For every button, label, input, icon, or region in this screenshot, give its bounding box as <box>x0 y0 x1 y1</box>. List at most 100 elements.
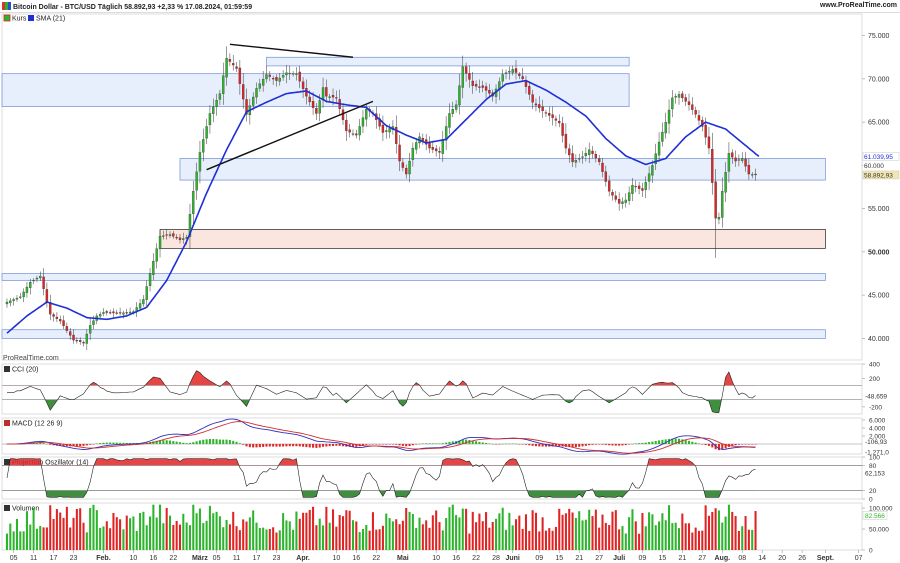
macd-histogram-bar <box>401 444 404 446</box>
volume-bar <box>192 504 195 550</box>
candle-down <box>681 93 684 99</box>
volume-bar <box>49 505 52 550</box>
indicator-tick-label: 200 <box>869 376 880 383</box>
macd-histogram-bar <box>634 443 637 444</box>
macd-histogram-bar <box>5 444 9 445</box>
volume-bar <box>664 520 667 550</box>
candle-down <box>401 162 405 168</box>
x-tick-label: 11 <box>30 555 37 562</box>
candle-up <box>724 172 727 193</box>
volume-bar <box>425 520 428 550</box>
candle-up <box>198 152 202 172</box>
candle-up <box>408 160 411 175</box>
macd-histogram-bar <box>255 444 258 448</box>
indicator-tick-label: -200 <box>869 404 882 411</box>
volume-bar <box>175 520 178 550</box>
macd-histogram-bar <box>524 444 528 445</box>
volume-bar <box>697 530 701 550</box>
volume-bar <box>338 515 341 550</box>
panel-price <box>1 13 863 361</box>
volume-bar <box>734 515 737 550</box>
volume-bar <box>465 508 468 550</box>
x-tick-label: 05 <box>213 555 221 562</box>
volume-bar <box>551 530 554 550</box>
volume-bar <box>571 512 574 550</box>
candle-down <box>175 236 178 239</box>
macd-histogram-bar <box>265 444 268 447</box>
candle-up <box>195 171 198 191</box>
macd-histogram-bar <box>581 444 584 447</box>
indicator-last-value: 62,153 <box>865 470 885 477</box>
candle-down <box>398 144 401 162</box>
candle-up <box>5 301 9 305</box>
candle-up <box>631 185 634 194</box>
candle-up <box>674 96 677 98</box>
volume-bar <box>691 532 694 550</box>
volume-bar <box>461 508 464 550</box>
volume-bar <box>548 528 551 550</box>
macd-histogram-bar <box>571 444 574 448</box>
candle-up <box>142 299 145 305</box>
candle-up <box>29 281 32 288</box>
x-tick-label: 20 <box>778 555 786 562</box>
volume-bar <box>727 504 730 550</box>
indicator-tick-label: 0 <box>869 548 873 555</box>
macd-histogram-bar <box>398 444 401 446</box>
macd-histogram-bar <box>208 439 211 444</box>
volume-bar <box>215 511 218 550</box>
candle-up <box>578 158 581 160</box>
candle-down <box>521 76 524 80</box>
volume-bar <box>624 533 627 550</box>
volume-bar <box>658 521 661 550</box>
indicator-swatch-icon <box>4 505 10 511</box>
x-tick-label: 26 <box>798 555 806 562</box>
macd-histogram-bar <box>162 440 165 444</box>
volume-bar <box>588 509 591 550</box>
volume-bar <box>368 530 371 550</box>
price-tick-label: 45.000 <box>868 293 890 300</box>
candle-down <box>484 86 488 91</box>
sma-line <box>6 79 760 334</box>
candle-up <box>671 97 674 110</box>
volume-bar <box>634 521 637 550</box>
projection-fill-above <box>6 458 756 466</box>
candle-up <box>588 149 591 155</box>
volume-last-value: 82.566 <box>865 513 885 520</box>
volume-bar <box>591 516 594 550</box>
volume-bar <box>445 518 448 550</box>
macd-histogram-bar <box>481 442 484 444</box>
macd-histogram-bar <box>242 444 245 445</box>
volume-bar <box>704 505 707 550</box>
candle-down <box>52 314 55 317</box>
macd-histogram-bar <box>322 444 325 447</box>
volume-bar <box>105 521 108 550</box>
volume-bar <box>149 516 152 550</box>
macd-histogram-bar <box>521 444 524 445</box>
candle-up <box>328 96 331 98</box>
macd-histogram-bar <box>504 443 508 445</box>
panel-cci <box>1 363 863 415</box>
x-tick-label: 08 <box>738 555 746 562</box>
macd-histogram-bar <box>351 444 355 447</box>
macd-histogram-bar <box>182 442 185 444</box>
volume-bar <box>481 521 484 550</box>
x-tick-label: 11 <box>233 555 240 562</box>
volume-bar <box>371 512 374 550</box>
volume-bar <box>717 510 720 550</box>
support-zone <box>159 229 826 249</box>
x-tick-label: 07 <box>855 555 863 562</box>
candle-up <box>667 109 671 124</box>
macd-histogram-bar <box>235 441 238 444</box>
candle-up <box>461 66 464 88</box>
macd-histogram-bar <box>305 444 308 448</box>
indicator-tick-label: 80 <box>869 463 877 470</box>
candle-up <box>448 113 451 128</box>
volume-bar <box>65 506 68 550</box>
macd-histogram-bar <box>631 443 634 445</box>
volume-bar <box>581 520 584 550</box>
macd-histogram-bar <box>697 443 701 444</box>
site-url[interactable]: www.ProRealTime.com <box>819 2 897 9</box>
macd-histogram-bar <box>381 444 384 445</box>
macd-histogram-bar <box>435 443 438 444</box>
